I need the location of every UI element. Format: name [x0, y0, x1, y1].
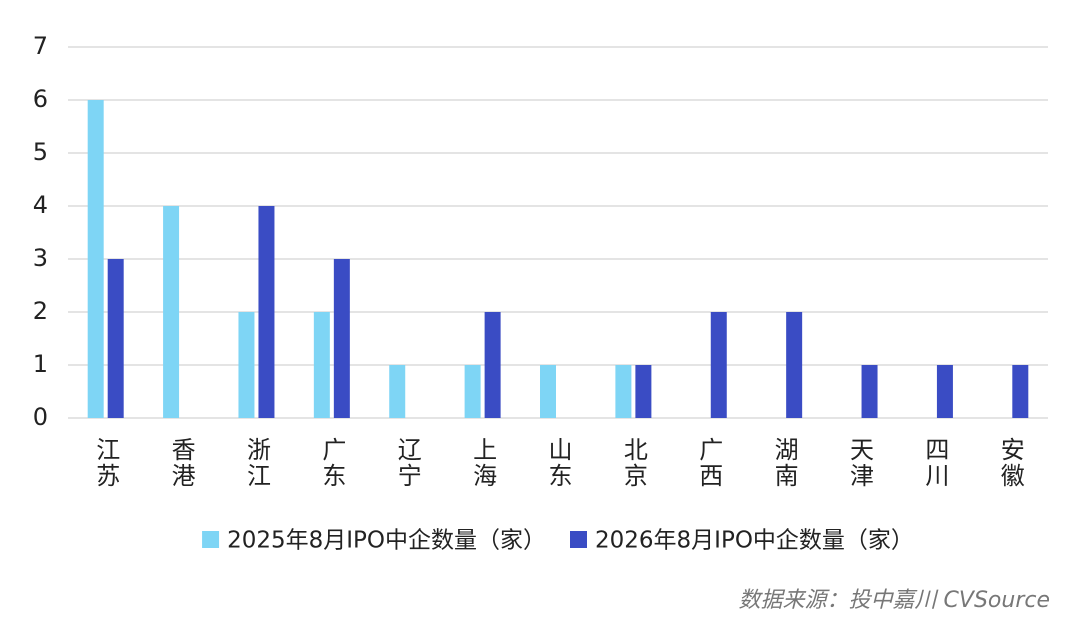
- legend-label: 2025年8月IPO中企数量（家）: [227, 528, 546, 554]
- x-tick-label: 四川: [921, 437, 949, 489]
- x-tick-label: 浙江: [242, 437, 270, 489]
- x-tick-label: 北京: [619, 437, 647, 489]
- bar: [540, 365, 556, 418]
- bar: [710, 312, 727, 418]
- bar: [786, 312, 803, 418]
- bar: [333, 259, 350, 418]
- x-tick-label: 山东: [544, 437, 572, 489]
- bar: [313, 312, 330, 418]
- y-tick-label: 4: [33, 191, 48, 219]
- bar: [464, 365, 481, 418]
- bar: [861, 365, 878, 418]
- source-note: 数据来源：投中嘉川 CVSource: [739, 588, 1050, 613]
- y-tick-label: 6: [33, 85, 48, 113]
- x-tick-label: 辽宁: [393, 437, 421, 489]
- y-tick-label: 1: [33, 350, 48, 378]
- x-tick-label: 广西: [695, 437, 723, 489]
- legend-swatch: [570, 531, 587, 548]
- y-tick-label: 2: [33, 297, 48, 325]
- bar: [615, 365, 632, 418]
- bar: [258, 206, 275, 418]
- bar: [389, 365, 406, 418]
- bar: [484, 312, 501, 418]
- bar: [238, 312, 255, 418]
- x-tick-label: 广东: [318, 437, 346, 489]
- legend-swatch: [202, 531, 220, 548]
- bar: [87, 100, 104, 418]
- legend-label: 2026年8月IPO中企数量（家）: [595, 528, 914, 554]
- x-tick-label: 湖南: [770, 437, 798, 489]
- bar: [635, 365, 652, 418]
- x-tick-label: 天津: [846, 437, 874, 489]
- bar: [1012, 365, 1029, 418]
- bar: [107, 259, 124, 418]
- y-tick-label: 5: [33, 138, 48, 166]
- y-tick-label: 0: [33, 403, 48, 431]
- bar: [163, 206, 180, 418]
- x-tick-label: 香港: [167, 437, 195, 489]
- y-tick-label: 7: [33, 32, 48, 60]
- x-tick-label: 江苏: [92, 437, 120, 489]
- y-tick-label: 3: [33, 244, 48, 272]
- x-tick-label: 安徽: [996, 437, 1024, 489]
- bar: [936, 365, 953, 418]
- x-tick-label: 上海: [469, 437, 497, 489]
